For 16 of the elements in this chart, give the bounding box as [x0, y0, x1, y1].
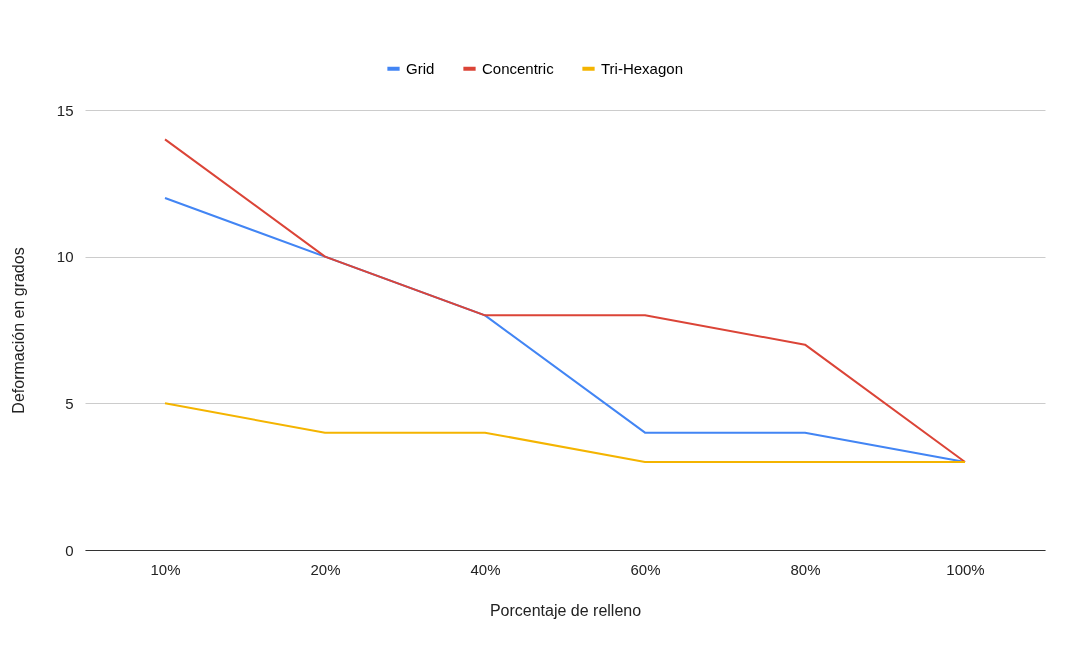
legend-label: Grid: [406, 59, 435, 77]
y-tick-label: 15: [56, 101, 74, 119]
x-tick-label: 40%: [470, 560, 501, 578]
x-tick-label: 100%: [946, 560, 985, 578]
x-tick-label: 20%: [310, 560, 341, 578]
x-axis-title: Porcentaje de relleno: [489, 601, 642, 619]
legend-label: Concentric: [482, 59, 555, 77]
x-tick-label: 60%: [630, 560, 661, 578]
x-tick-label: 80%: [790, 560, 821, 578]
line-series: [164, 138, 966, 463]
y-axis-title: Deformación en grados: [9, 247, 27, 414]
y-tick-label: 5: [65, 394, 74, 412]
y-tick-label: 0: [65, 541, 74, 559]
y-tick-label: 10: [56, 248, 74, 266]
legend-label: Tri-Hexagon: [601, 59, 683, 77]
x-tick-label: 10%: [150, 560, 181, 578]
